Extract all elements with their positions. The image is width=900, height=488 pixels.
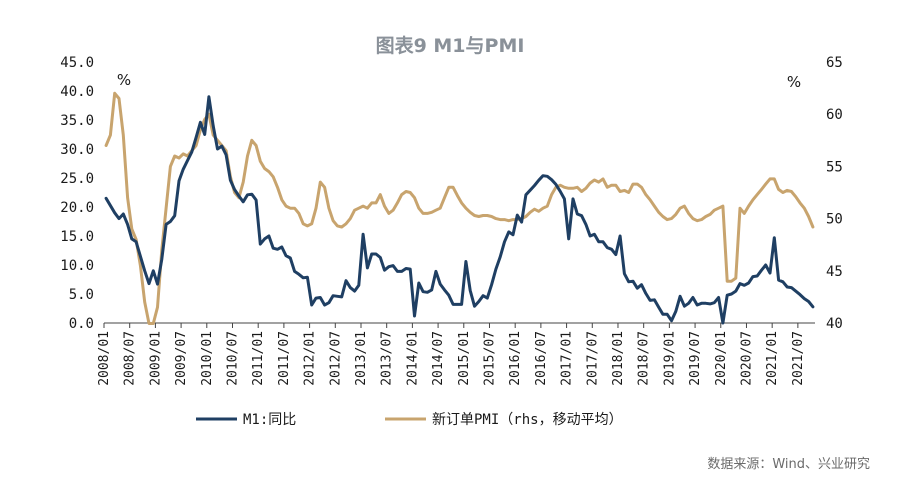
right-axis-ticks: 40 45 50 55 60 65 — [826, 55, 843, 332]
x-axis-ticks: 2008/01 2008/07 2009/01 2009/07 2010/01 2010/… — [97, 323, 806, 386]
x-tick-label: 2013/07 — [380, 331, 395, 386]
x-tick-label: 2020/01 — [714, 331, 729, 386]
x-tick-label: 2018/01 — [611, 331, 626, 386]
series-line-m1 — [104, 95, 815, 325]
x-tick-label: 2010/01 — [200, 331, 215, 386]
x-tick-label: 2011/07 — [277, 331, 292, 386]
left-axis-unit: % — [117, 71, 131, 89]
x-tick-label: 2015/01 — [457, 331, 472, 386]
x-tick-label: 2011/01 — [251, 331, 266, 386]
left-tick-label: 10.0 — [60, 258, 94, 274]
x-tick-label: 2010/07 — [225, 331, 240, 386]
right-tick-label: 50 — [826, 212, 843, 228]
x-tick-label: 2019/07 — [688, 331, 703, 386]
x-tick-label: 2017/01 — [560, 331, 575, 386]
left-tick-label: 20.0 — [60, 200, 94, 216]
left-axis-ticks: 0.0 5.0 10.0 15.0 20.0 25.0 30.0 35.0 40.0 45.0 — [60, 55, 94, 332]
right-tick-label: 40 — [826, 316, 843, 332]
x-tick-label: 2019/01 — [662, 331, 677, 386]
x-tick-label: 2020/07 — [739, 331, 754, 386]
x-tick-label: 2021/01 — [765, 331, 780, 386]
legend-label-pmi: 新订单PMI（rhs，移动平均） — [432, 412, 623, 428]
x-tick-label: 2016/07 — [534, 331, 549, 386]
left-tick-label: 15.0 — [60, 229, 94, 245]
x-tick-label: 2008/07 — [123, 331, 138, 386]
x-tick-label: 2012/01 — [303, 331, 318, 386]
x-tick-label: 2009/01 — [148, 331, 163, 386]
left-tick-label: 45.0 — [60, 55, 94, 71]
x-tick-label: 2014/01 — [405, 331, 420, 386]
source-note: 数据来源：Wind、兴业研究 — [707, 457, 870, 472]
x-tick-label: 2015/07 — [482, 331, 497, 386]
x-tick-label: 2012/07 — [328, 331, 343, 386]
right-tick-label: 55 — [826, 159, 843, 175]
x-tick-label: 2021/07 — [791, 331, 806, 386]
x-tick-label: 2013/01 — [354, 331, 369, 386]
left-tick-label: 30.0 — [60, 142, 94, 158]
right-axis-unit: % — [787, 73, 801, 91]
x-tick-label: 2008/01 — [97, 331, 112, 386]
x-tick-label: 2018/07 — [637, 331, 652, 386]
right-tick-label: 45 — [826, 264, 843, 280]
right-tick-label: 60 — [826, 107, 843, 123]
left-tick-label: 5.0 — [69, 287, 94, 303]
series-lines — [104, 91, 815, 325]
right-tick-label: 65 — [826, 55, 843, 71]
x-tick-label: 2017/07 — [585, 331, 600, 386]
x-tick-label: 2014/07 — [431, 331, 446, 386]
left-tick-label: 25.0 — [60, 171, 94, 187]
left-tick-label: 35.0 — [60, 113, 94, 129]
x-tick-label: 2016/01 — [508, 331, 523, 386]
left-tick-label: 0.0 — [69, 316, 94, 332]
legend-label-m1: M1:同比 — [243, 412, 296, 428]
left-tick-label: 40.0 — [60, 84, 94, 100]
legend: M1:同比 新订单PMI（rhs，移动平均） — [196, 412, 623, 428]
chart-title: 图表9 M1与PMI — [376, 34, 525, 57]
x-tick-label: 2009/07 — [174, 331, 189, 386]
